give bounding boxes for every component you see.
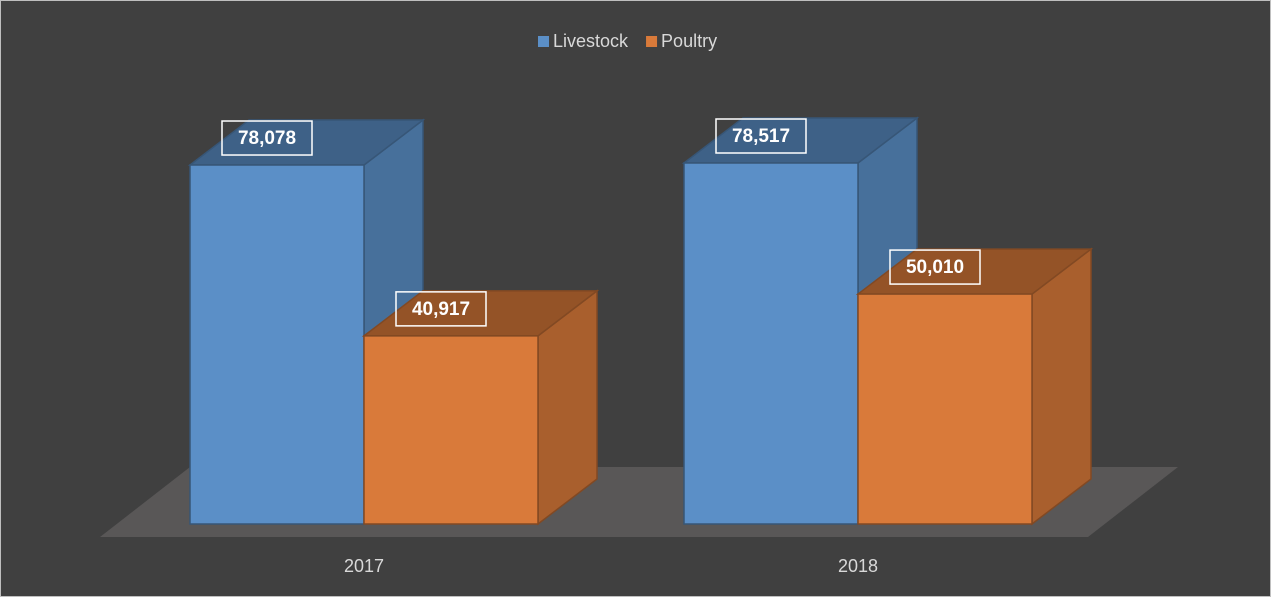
x-tick-label: 2018 xyxy=(838,556,878,576)
bar-front xyxy=(683,162,859,525)
data-label: 78,078 xyxy=(238,128,296,149)
data-label-box xyxy=(889,249,981,285)
legend-swatch xyxy=(538,36,549,47)
legend-swatch xyxy=(646,36,658,47)
data-label: 40,917 xyxy=(412,299,470,320)
bar-front xyxy=(363,335,539,525)
bar-front xyxy=(857,293,1033,525)
x-tick-label: 2017 xyxy=(344,556,384,576)
bar xyxy=(855,247,1094,526)
bar-side xyxy=(1031,247,1092,526)
data-label-box xyxy=(221,120,313,156)
data-label: 50,010 xyxy=(906,257,964,278)
legend-label: Livestock xyxy=(553,31,629,51)
data-label-box xyxy=(395,291,487,327)
bar-front xyxy=(189,164,365,525)
data-label: 78,517 xyxy=(732,126,790,147)
bar xyxy=(361,289,600,526)
legend-label: Poultry xyxy=(661,31,717,51)
data-label-box xyxy=(715,118,807,154)
